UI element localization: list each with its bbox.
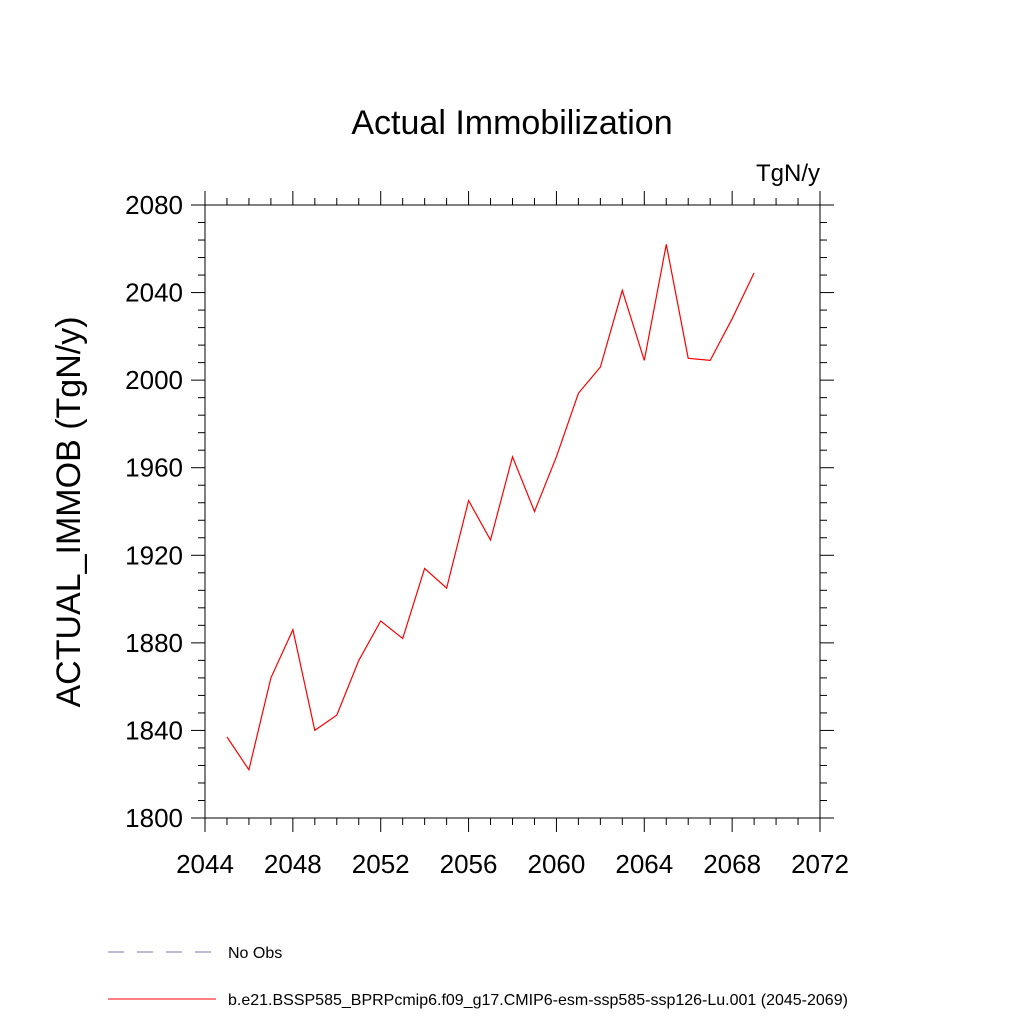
x-tick-label: 2064 [615,849,673,879]
y-tick-label: 1840 [125,715,183,745]
y-tick-label: 2000 [125,365,183,395]
y-tick-label: 1960 [125,453,183,483]
units-label: TgN/y [756,160,820,187]
legend: No Obs b.e21.BSSP585_BPRPcmip6.f09_g17.CM… [108,945,848,1009]
x-tick-label: 2072 [791,849,849,879]
y-tick-label: 1880 [125,628,183,658]
y-tick-label: 2080 [125,190,183,220]
x-tick-label: 2056 [440,849,498,879]
x-tick-label: 2044 [176,849,234,879]
legend-label: b.e21.BSSP585_BPRPcmip6.f09_g17.CMIP6-es… [228,992,848,1009]
legend-label: No Obs [228,945,282,962]
y-tick-label: 1920 [125,540,183,570]
y-tick-label: 1800 [125,803,183,833]
plot-area [226,244,755,772]
plot-frame [204,204,821,819]
axes: 2044 2048 2052 2056 2060 2064 2068 2072 1800 1840… [125,190,849,879]
series-line [226,244,755,772]
y-tick-label: 2040 [125,278,183,308]
x-tick-label: 2068 [703,849,761,879]
chart-title: Actual Immobilization [351,104,672,142]
x-tick-label: 2048 [264,849,322,879]
y-axis-label: ACTUAL_IMMOB (TgN/y) [50,316,88,707]
x-tick-label: 2060 [528,849,586,879]
x-tick-label: 2052 [352,849,410,879]
